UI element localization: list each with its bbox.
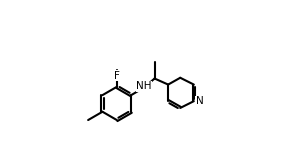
Text: F: F bbox=[114, 71, 120, 81]
Text: NH: NH bbox=[136, 81, 152, 91]
Text: N: N bbox=[196, 96, 203, 106]
